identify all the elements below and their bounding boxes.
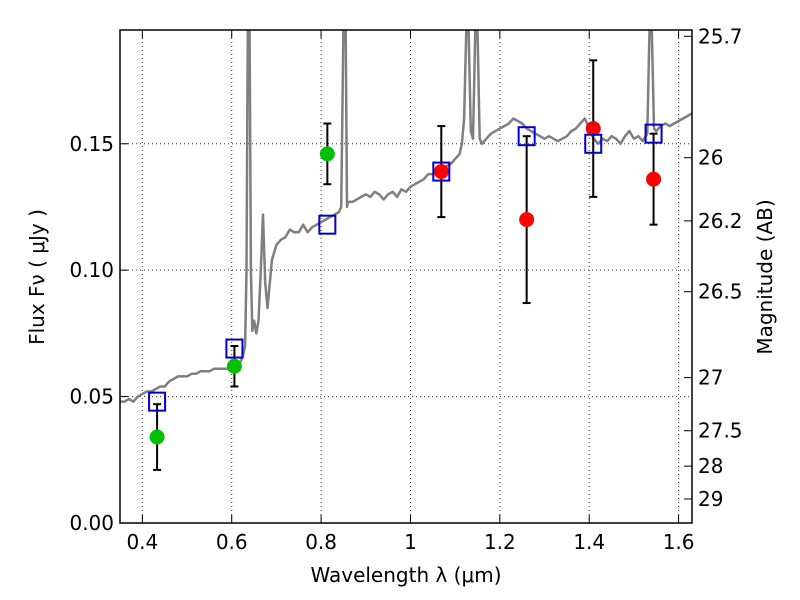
red-data-point <box>646 171 662 187</box>
x-tick-label: 1.4 <box>573 530 605 554</box>
model-square-marker <box>432 161 451 182</box>
spectrum-line <box>120 30 692 403</box>
right-tick-label: 26.2 <box>698 209 743 233</box>
grid-layer <box>120 30 692 523</box>
y-tick-label: 0.00 <box>69 511 114 535</box>
y-tick-label: 0.15 <box>69 132 114 156</box>
x-axis-label: Wavelength λ (μm) <box>310 563 501 587</box>
y-axis-label: Flux Fν ( μJy ) <box>25 209 49 345</box>
x-tick-label: 0.4 <box>126 530 158 554</box>
model-square-marker <box>644 123 663 144</box>
right-tick-label: 26.5 <box>698 280 743 304</box>
red-data-point <box>433 164 449 180</box>
data-layer <box>120 30 692 471</box>
red-data-point <box>585 121 601 137</box>
right-tick-label: 29 <box>698 487 723 511</box>
x-tick-label: 1.6 <box>663 530 695 554</box>
green-data-point <box>319 146 335 162</box>
right-tick-label: 27 <box>698 366 723 390</box>
x-tick-label: 0.6 <box>216 530 248 554</box>
model-square-marker <box>148 391 167 412</box>
model-square-marker <box>584 133 603 154</box>
y-tick-label: 0.05 <box>69 385 114 409</box>
model-square-marker <box>318 214 337 235</box>
tick-layer: 0.4 0.6 0.8 1 1.2 1.4 1.6 0.00 0.05 0.10 0.15 25.7 2… <box>69 24 742 554</box>
x-tick-label: 1 <box>404 530 417 554</box>
green-data-point <box>149 429 165 445</box>
x-tick-label: 0.8 <box>305 530 337 554</box>
green-data-point <box>226 358 242 374</box>
right-tick-label: 25.7 <box>698 24 743 48</box>
plot-frame <box>119 29 693 524</box>
right-tick-label: 26 <box>698 146 723 170</box>
model-square-marker <box>225 338 244 359</box>
red-data-point <box>519 212 535 228</box>
x-tick-label: 1.2 <box>484 530 516 554</box>
model-square-marker <box>517 126 536 147</box>
right-tick-label: 28 <box>698 454 723 478</box>
y-tick-label: 0.10 <box>69 258 114 282</box>
y-axis-right-label: Magnitude (AB) <box>753 199 777 354</box>
right-tick-label: 27.5 <box>698 419 743 443</box>
